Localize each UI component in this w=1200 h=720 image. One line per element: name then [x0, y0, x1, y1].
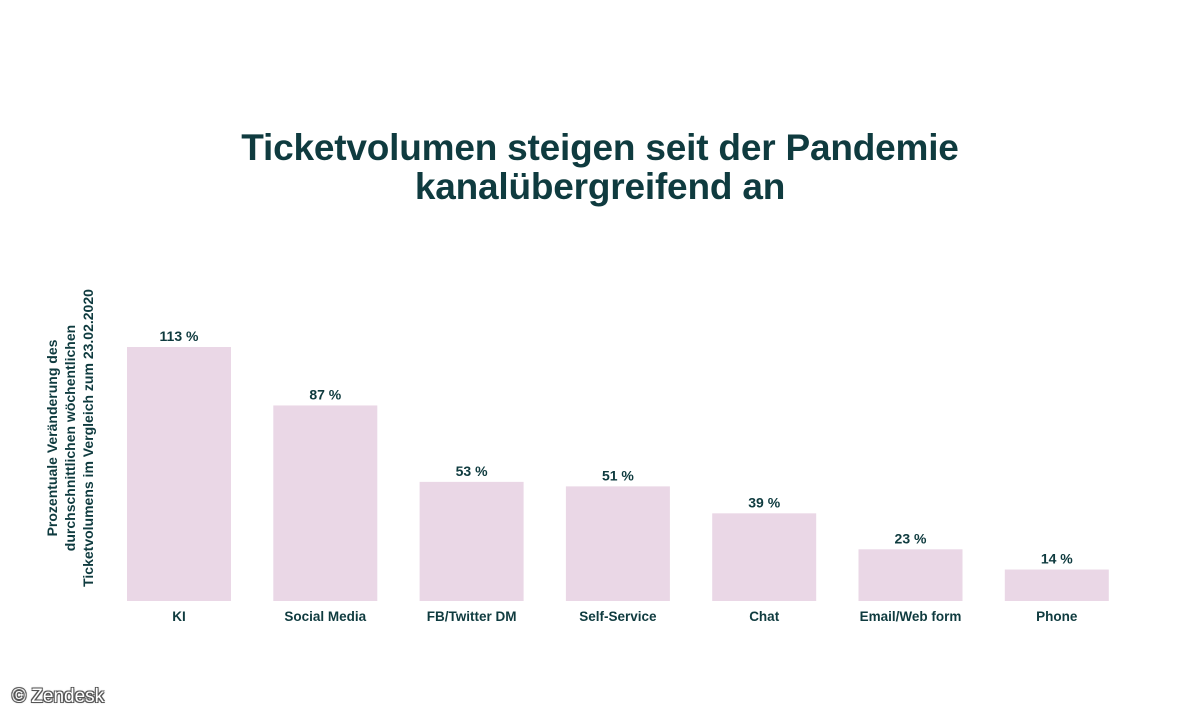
bar-3: [419, 481, 524, 601]
bar-value-label-4: 51 %: [602, 467, 634, 483]
bar-5: [712, 513, 817, 601]
bar-4: [565, 486, 670, 601]
category-label-1: KI: [172, 609, 186, 624]
chart-title: Ticketvolumen steigen seit der Pandemie …: [0, 128, 1200, 206]
chart-title-line-2: kanalübergreifend an: [414, 166, 786, 207]
bar-value-label-7: 14 %: [1041, 551, 1073, 567]
chart-title-line-1: Ticketvolumen steigen seit der Pandemie: [241, 127, 959, 168]
bar-7: [1004, 569, 1109, 601]
category-label-3: FB/Twitter DM: [427, 609, 517, 624]
copyright-watermark: © Zendesk: [12, 686, 105, 707]
category-label-4: Self-Service: [579, 609, 657, 624]
bar-1: [127, 347, 231, 601]
bar-value-label-2: 87 %: [309, 386, 341, 402]
bar-6: [858, 549, 963, 601]
category-label-7: Phone: [1036, 609, 1078, 624]
bar-value-label-5: 39 %: [748, 494, 780, 510]
category-label-6: Email/Web form: [860, 609, 962, 624]
bar-value-label-1: 113 %: [160, 328, 199, 344]
bar-value-label-3: 53 %: [456, 463, 488, 479]
category-label-5: Chat: [749, 609, 780, 624]
bar-value-label-6: 23 %: [895, 530, 927, 546]
bar-2: [273, 405, 378, 601]
category-label-2: Social Media: [284, 609, 366, 624]
